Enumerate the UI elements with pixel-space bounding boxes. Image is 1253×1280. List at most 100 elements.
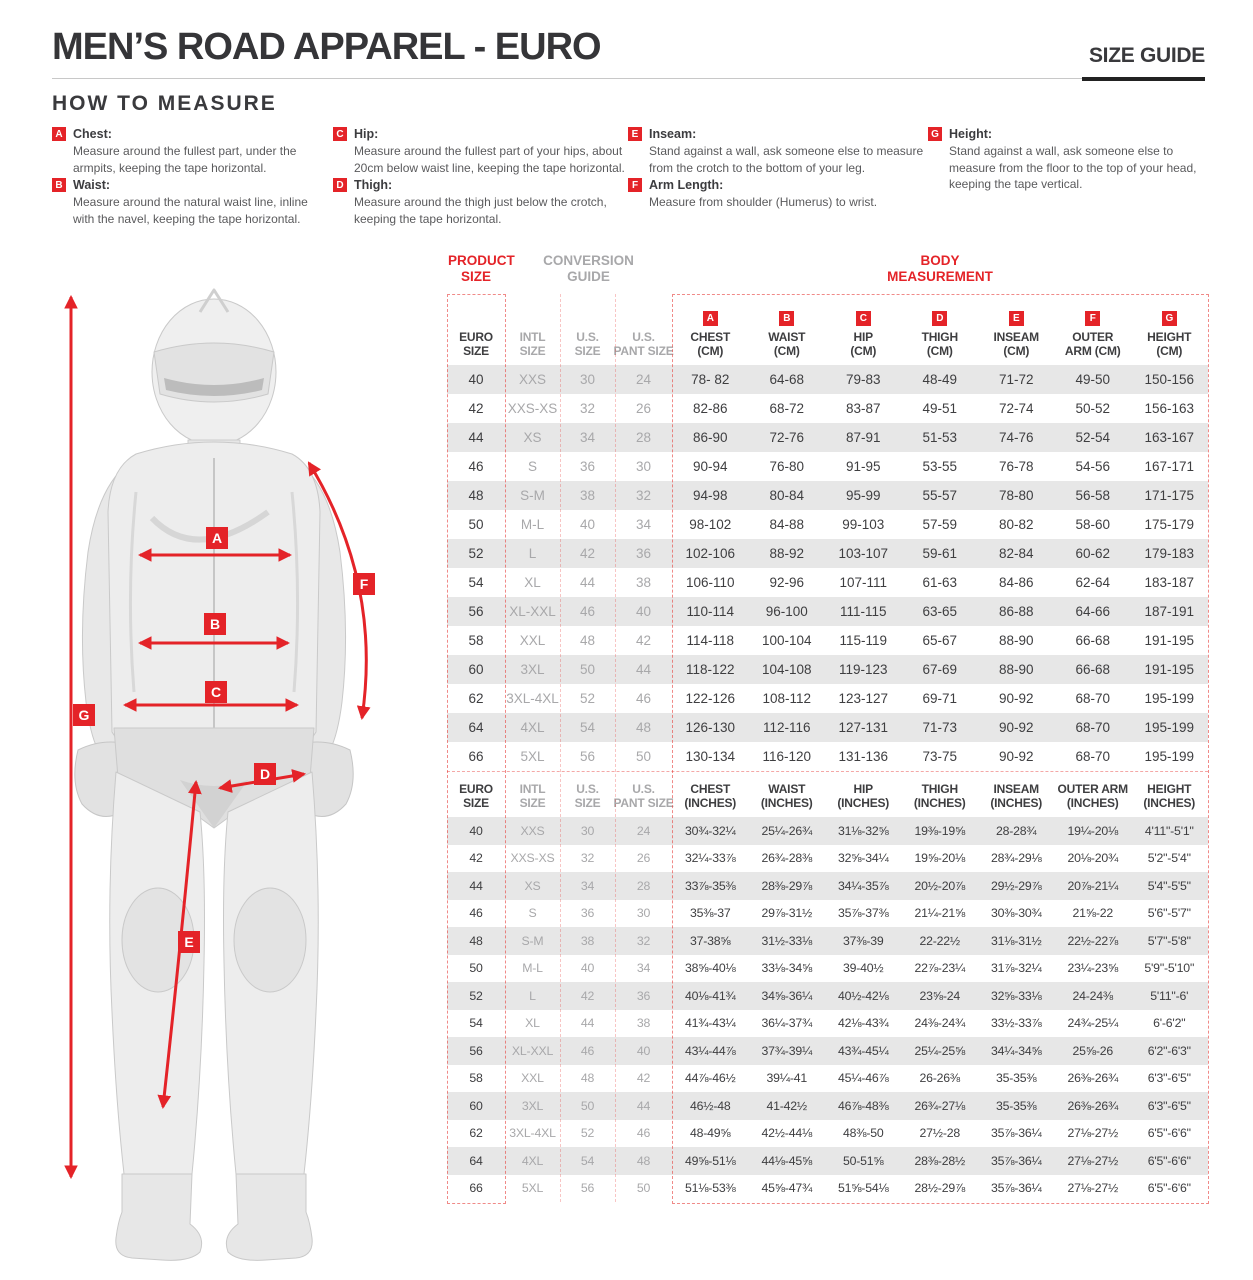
table-cell: 191-195: [1144, 633, 1195, 648]
table-cell: 127-131: [838, 720, 889, 735]
table-cell: 42½-44⅛: [761, 1126, 813, 1141]
table-cell: 34: [635, 517, 652, 532]
size-row-inch-44: 44 XS 34 28 33⅞-35⅜ 28⅜-29⅞ 34¼-35⅞ 20½-20⅞ 29½-…: [447, 872, 1208, 900]
table-cell: 59-61: [922, 546, 958, 561]
table-cell: 66-68: [1075, 633, 1111, 648]
table-cell: S: [527, 459, 537, 474]
figure-badge-E: E: [178, 931, 200, 953]
product-size-label: PRODUCT SIZE: [448, 253, 515, 284]
table-cell: 5'9"-5'10": [1144, 961, 1195, 976]
table-cell: 50: [580, 1098, 595, 1113]
table-cell: M-L: [520, 517, 545, 532]
measure-name: Height:: [949, 127, 993, 141]
table-cell: 34¼-35⅞: [837, 878, 889, 893]
table-cell: 46: [580, 1043, 595, 1058]
table-cell: XXL: [521, 1071, 544, 1086]
table-cell: 45⅝-47¾: [761, 1181, 813, 1196]
table-cell: 46: [579, 604, 596, 619]
size-row-inch-54: 54 XL 44 38 41¾-43¼ 36¼-37¾ 42⅛-43¾ 24⅜-24¾ 33½-…: [447, 1010, 1208, 1038]
table-cell: 5'6"-5'7": [1147, 906, 1191, 921]
column-header: INSEAM (INCHES): [990, 781, 1043, 811]
size-row-cm-44: 44 XS 34 28 86-90 72-76 87-91 51-53 74-76 52-54 16…: [447, 423, 1208, 452]
letter-badge-F: F: [628, 178, 642, 193]
table-cell: 19⅝-20⅛: [914, 851, 966, 866]
table-cell: L: [529, 988, 536, 1003]
table-cell: 195-199: [1144, 720, 1195, 735]
table-cell: 50: [469, 961, 483, 976]
table-cell: 6'3"-6'5": [1147, 1098, 1191, 1113]
column-header: CHEST (INCHES): [684, 781, 737, 811]
table-cell: 27½-28: [919, 1126, 960, 1141]
letter-badge-D: D: [333, 178, 347, 193]
table-cell: 179-183: [1144, 546, 1195, 561]
table-cell: 183-187: [1144, 575, 1195, 590]
size-row-cm-42: 42 XXS-XS 32 26 82-86 68-72 83-87 49-51 72-74 50-…: [447, 394, 1208, 423]
figure-badge-G: G: [73, 704, 95, 726]
table-cell: 90-92: [998, 749, 1034, 764]
table-cell: 123-127: [838, 691, 889, 706]
column-header: A CHEST (CM): [690, 310, 731, 359]
table-cell: 79-83: [845, 372, 881, 387]
table-cell: 44: [580, 1016, 595, 1031]
table-cell: 32⅝-33⅛: [990, 988, 1042, 1003]
column-header: WAIST (INCHES): [760, 781, 813, 811]
table-cell: 62-64: [1075, 575, 1111, 590]
table-cell: XL-XXL: [511, 1043, 554, 1058]
table-cell: 21⅝-22: [1072, 906, 1113, 921]
table-cell: 41¾-43¼: [684, 1016, 736, 1031]
table-cell: 171-175: [1144, 488, 1195, 503]
column-header: U.S. SIZE: [574, 329, 601, 359]
letter-badge-A: A: [702, 310, 718, 326]
torso-seam-left: [128, 491, 138, 693]
table-cell: 86-90: [692, 430, 728, 445]
table-cell: 55-57: [922, 488, 958, 503]
table-cell: 30: [580, 823, 595, 838]
table-cell: XL: [525, 1016, 540, 1031]
table-cell: 27⅛-27½: [1067, 1153, 1119, 1168]
table-cell: 4'11"-5'1": [1144, 823, 1194, 838]
table-cell: XS: [523, 430, 542, 445]
table-cell: 56: [469, 1043, 483, 1058]
table-cell: 66-68: [1075, 662, 1111, 677]
measure-name: Arm Length:: [649, 178, 724, 193]
table-cell: 82-84: [998, 546, 1034, 561]
table-cell: 61-63: [922, 575, 958, 590]
table-cell: 76-80: [769, 459, 805, 474]
table-cell: 48: [636, 1153, 651, 1168]
table-cell: 65-67: [922, 633, 958, 648]
table-cell: 20⅛-20¾: [1067, 851, 1119, 866]
measure-definition-E: E Inseam: Stand against a wall, ask someon…: [628, 127, 924, 176]
table-cell: 30⅜-30¾: [990, 906, 1042, 921]
letter-badge-C: C: [855, 310, 871, 326]
table-cell: 115-119: [839, 633, 888, 648]
size-row-cm-60: 60 3XL 50 44 118-122 104-108 119-123 67-69 88-90…: [447, 655, 1208, 684]
table-cell: 122-126: [685, 691, 736, 706]
figure-badge-D: D: [254, 763, 276, 785]
table-cell: 44⅛-45⅝: [761, 1153, 813, 1168]
column-header: EURO SIZE: [459, 781, 493, 811]
table-cell: 94-98: [692, 488, 728, 503]
table-cell: 54: [468, 575, 484, 590]
table-cell: 40: [580, 961, 595, 976]
table-cell: 37⅜-39: [842, 933, 884, 948]
table-cell: 175-179: [1144, 517, 1195, 532]
table-cell: 26: [635, 401, 652, 416]
table-cell: 58-60: [1075, 517, 1111, 532]
table-cell: 68-72: [769, 401, 805, 416]
table-cell: 108-112: [762, 691, 812, 706]
table-cell: 6'5"-6'6": [1147, 1181, 1191, 1196]
table-cell: 78- 82: [691, 372, 730, 387]
table-cell: 5'4"-5'5": [1147, 878, 1191, 893]
table-section-labels: PRODUCT SIZE CONVERSION GUIDE BODY MEASU…: [447, 252, 1208, 294]
table-cell: 46: [635, 691, 652, 706]
table-cell: 20½-20⅞: [914, 878, 966, 893]
table-cell: 35⅞-36¼: [990, 1181, 1042, 1196]
table-cell: 50: [468, 517, 484, 532]
letter-badge-C: C: [333, 127, 347, 141]
table-cell: 102-106: [685, 546, 736, 561]
table-cell: 48: [635, 720, 652, 735]
table-cell: 114-118: [686, 633, 735, 648]
table-header-row: EURO SIZE INTL SIZE U.S. SIZE U.S. PANT SIZE A CH…: [447, 294, 1208, 365]
measure-definitions-column: G Height: Stand against a wall, ask someon…: [928, 127, 1212, 195]
table-cell: 33⅛-34⅝: [761, 961, 813, 976]
